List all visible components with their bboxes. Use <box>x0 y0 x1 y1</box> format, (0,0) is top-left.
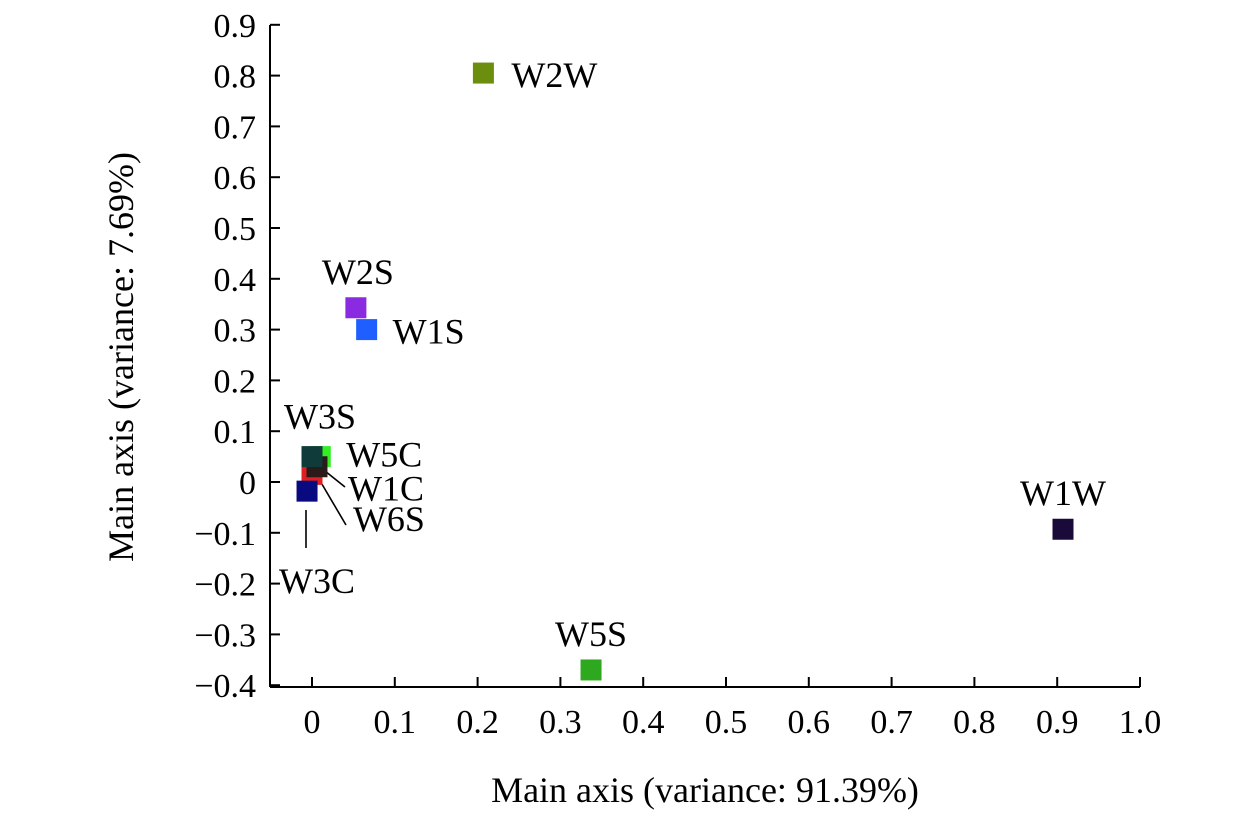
data-point-w1w <box>1052 518 1074 540</box>
data-point-w2s <box>345 297 367 319</box>
point-label-w2s: W2S <box>322 252 394 292</box>
x-tick-label: 0.6 <box>788 704 831 741</box>
x-ticks: 0 0.1 0.2 0.3 0.4 0.5 0.6 0.7 0.8 0.9 1.0 <box>304 677 1162 741</box>
y-tick-label: −0.1 <box>194 516 256 553</box>
point-label-w3s: W3S <box>284 397 356 437</box>
y-tick-label: 0.3 <box>214 313 257 350</box>
y-ticks: −0.4 −0.3 −0.2 −0.1 0 0.1 0.2 0.3 0.4 0.5 0.6 0.7 0.… <box>194 8 280 705</box>
point-label-w6s: W6S <box>353 499 425 539</box>
y-tick-label: −0.2 <box>194 567 256 604</box>
data-point-w3c <box>296 480 318 502</box>
point-label-w5c: W5C <box>346 435 422 475</box>
x-tick-label: 0 <box>304 704 321 741</box>
point-label-w2w: W2W <box>511 55 597 95</box>
y-tick-label: 0.8 <box>214 59 257 96</box>
y-tick-label: 0.5 <box>214 211 257 248</box>
data-point-w2w <box>472 62 494 84</box>
y-tick-label: 0.1 <box>214 414 257 451</box>
x-tick-label: 0.7 <box>870 704 913 741</box>
x-tick-label: 0.1 <box>374 704 417 741</box>
data-point-w5s <box>580 659 602 681</box>
x-axis-title: Main axis (variance: 91.39%) <box>491 770 919 810</box>
axes <box>269 25 1140 688</box>
y-tick-label: 0 <box>239 465 256 502</box>
y-tick-label: 0.6 <box>214 160 257 197</box>
x-tick-label: 0.9 <box>1036 704 1079 741</box>
data-point-w1s <box>356 319 378 341</box>
y-tick-label: 0.2 <box>214 363 257 400</box>
x-tick-label: 0.3 <box>539 704 582 741</box>
point-label-w3c: W3C <box>279 561 355 601</box>
x-tick-label: 0.8 <box>953 704 996 741</box>
x-tick-label: 0.5 <box>705 704 748 741</box>
data-point-w3s <box>301 446 323 468</box>
y-tick-label: −0.3 <box>194 617 256 654</box>
data-points <box>296 62 1074 681</box>
y-tick-label: 0.4 <box>214 262 257 299</box>
y-tick-label: 0.9 <box>214 8 257 45</box>
point-label-w1w: W1W <box>1020 473 1106 513</box>
x-tick-label: 0.2 <box>456 704 499 741</box>
x-tick-label: 0.4 <box>622 704 665 741</box>
point-label-w5s: W5S <box>555 614 627 654</box>
point-label-w1c: W1C <box>348 468 424 508</box>
y-tick-label: −0.4 <box>194 668 256 705</box>
y-axis-title: Main axis (variance: 7.69%) <box>101 152 141 562</box>
x-tick-label: 1.0 <box>1119 704 1162 741</box>
y-tick-label: 0.7 <box>214 109 257 146</box>
point-label-w1s: W1S <box>393 312 465 352</box>
